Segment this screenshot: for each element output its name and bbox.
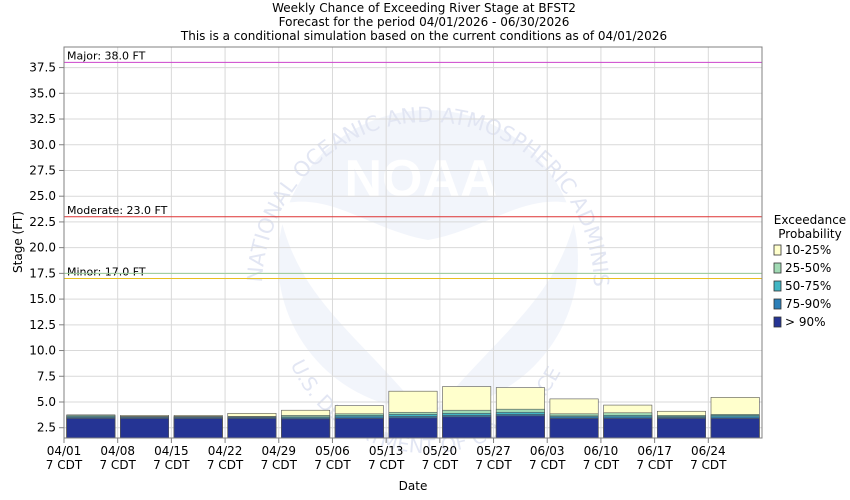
- chart-title: Weekly Chance of Exceeding River Stage a…: [180, 1, 667, 43]
- legend-title-line-1: Exceedance: [774, 213, 846, 227]
- y-tick-label: 30.0: [29, 138, 56, 152]
- bar-segment: [66, 418, 116, 439]
- y-tick-label: 12.5: [29, 318, 56, 332]
- x-tick-sublabel: 7 CDT: [46, 458, 83, 472]
- x-tick-sublabel: 7 CDT: [207, 458, 244, 472]
- x-tick-sublabel: 7 CDT: [422, 458, 459, 472]
- bar-segment: [495, 415, 545, 439]
- y-axis: 2.5 5.0 7.5 10.0 12.5 15.0 17.5 20.0 22.5 25.0 27.…: [29, 61, 64, 435]
- y-tick-label: 20.0: [29, 241, 56, 255]
- bar-segment: [656, 418, 706, 439]
- x-tick-label: 04/08: [100, 444, 135, 458]
- x-tick-sublabel: 7 CDT: [583, 458, 620, 472]
- title-line-3: This is a conditional simulation based o…: [180, 29, 667, 43]
- y-tick-label: 22.5: [29, 215, 56, 229]
- title-line-1: Weekly Chance of Exceeding River Stage a…: [272, 1, 576, 15]
- seal-logo-text: NOAA: [344, 150, 497, 208]
- reference-line-label: Moderate: 23.0 FT: [67, 204, 168, 217]
- y-tick-label: 2.5: [37, 421, 56, 435]
- legend-swatch: [773, 280, 782, 292]
- bar-segment: [710, 418, 760, 439]
- x-tick-sublabel: 7 CDT: [368, 458, 405, 472]
- y-tick-label: 7.5: [37, 369, 56, 383]
- x-tick-label: 04/22: [208, 444, 243, 458]
- legend-entry-label: 75-90%: [785, 297, 831, 311]
- legend-swatch: [773, 298, 782, 310]
- x-tick-label: 06/10: [584, 444, 619, 458]
- x-tick-label: 04/01: [47, 444, 82, 458]
- legend-entry-label: 50-75%: [785, 279, 831, 293]
- y-tick-label: 5.0: [37, 395, 56, 409]
- reference-line-label: Major: 38.0 FT: [67, 49, 146, 62]
- x-tick-label: 05/20: [423, 444, 458, 458]
- bar-segment: [549, 418, 599, 439]
- bar-segment: [334, 418, 384, 439]
- seal-bird-icon: [278, 201, 578, 420]
- bar-stacks: [66, 386, 760, 439]
- flood-reference-lines: Major: 38.0 FT Moderate: 23.0 FT Minor: 17…: [64, 49, 762, 280]
- y-tick-label: 37.5: [29, 61, 56, 75]
- legend-entry-label: > 90%: [785, 315, 826, 329]
- legend-swatch: [773, 262, 782, 274]
- y-tick-label: 32.5: [29, 112, 56, 126]
- x-tick-sublabel: 7 CDT: [261, 458, 298, 472]
- bar-segment: [603, 418, 653, 439]
- legend-swatch: [773, 316, 782, 328]
- x-tick-label: 06/17: [637, 444, 672, 458]
- reference-line-label: Minor: 17.0 FT: [67, 266, 146, 279]
- x-tick-sublabel: 7 CDT: [475, 458, 512, 472]
- x-tick-sublabel: 7 CDT: [153, 458, 190, 472]
- bar-segment: [227, 418, 277, 439]
- y-axis-title: Stage (FT): [11, 211, 25, 273]
- x-tick-sublabel: 7 CDT: [314, 458, 351, 472]
- title-line-2: Forecast for the period 04/01/2026 - 06/…: [279, 15, 570, 29]
- x-tick-sublabel: 7 CDT: [99, 458, 136, 472]
- legend-entry-label: 10-25%: [785, 243, 831, 257]
- y-tick-label: 27.5: [29, 163, 56, 177]
- seal-ring-icon: [278, 110, 578, 410]
- legend-title-line-2: Probability: [778, 227, 841, 241]
- y-tick-label: 35.0: [29, 86, 56, 100]
- bar-segment: [173, 418, 223, 439]
- bar-segment: [388, 417, 438, 439]
- y-tick-label: 10.0: [29, 344, 56, 358]
- legend-swatch: [773, 244, 782, 256]
- x-tick-sublabel: 7 CDT: [529, 458, 566, 472]
- x-tick-label: 05/27: [476, 444, 511, 458]
- y-tick-label: 17.5: [29, 266, 56, 280]
- y-tick-label: 15.0: [29, 292, 56, 306]
- bar-segment: [120, 418, 170, 439]
- x-tick-label: 06/24: [691, 444, 726, 458]
- bar-segment: [442, 416, 492, 439]
- bar-segment: [281, 418, 331, 439]
- y-tick-label: 25.0: [29, 189, 56, 203]
- legend: Exceedance Probability 10-25% 25-50% 50-75…: [773, 213, 846, 329]
- plot-area: [64, 47, 762, 438]
- x-tick-label: 06/03: [530, 444, 565, 458]
- x-tick-label: 04/15: [154, 444, 189, 458]
- plot-frame: [63, 46, 763, 439]
- x-tick-label: 05/06: [315, 444, 350, 458]
- legend-entry-label: 25-50%: [785, 261, 831, 275]
- x-tick-label: 05/13: [369, 444, 404, 458]
- x-tick-label: 04/29: [261, 444, 296, 458]
- x-tick-sublabel: 7 CDT: [690, 458, 727, 472]
- grid-lines: [64, 47, 762, 438]
- x-tick-sublabel: 7 CDT: [636, 458, 673, 472]
- x-axis-title: Date: [399, 479, 428, 493]
